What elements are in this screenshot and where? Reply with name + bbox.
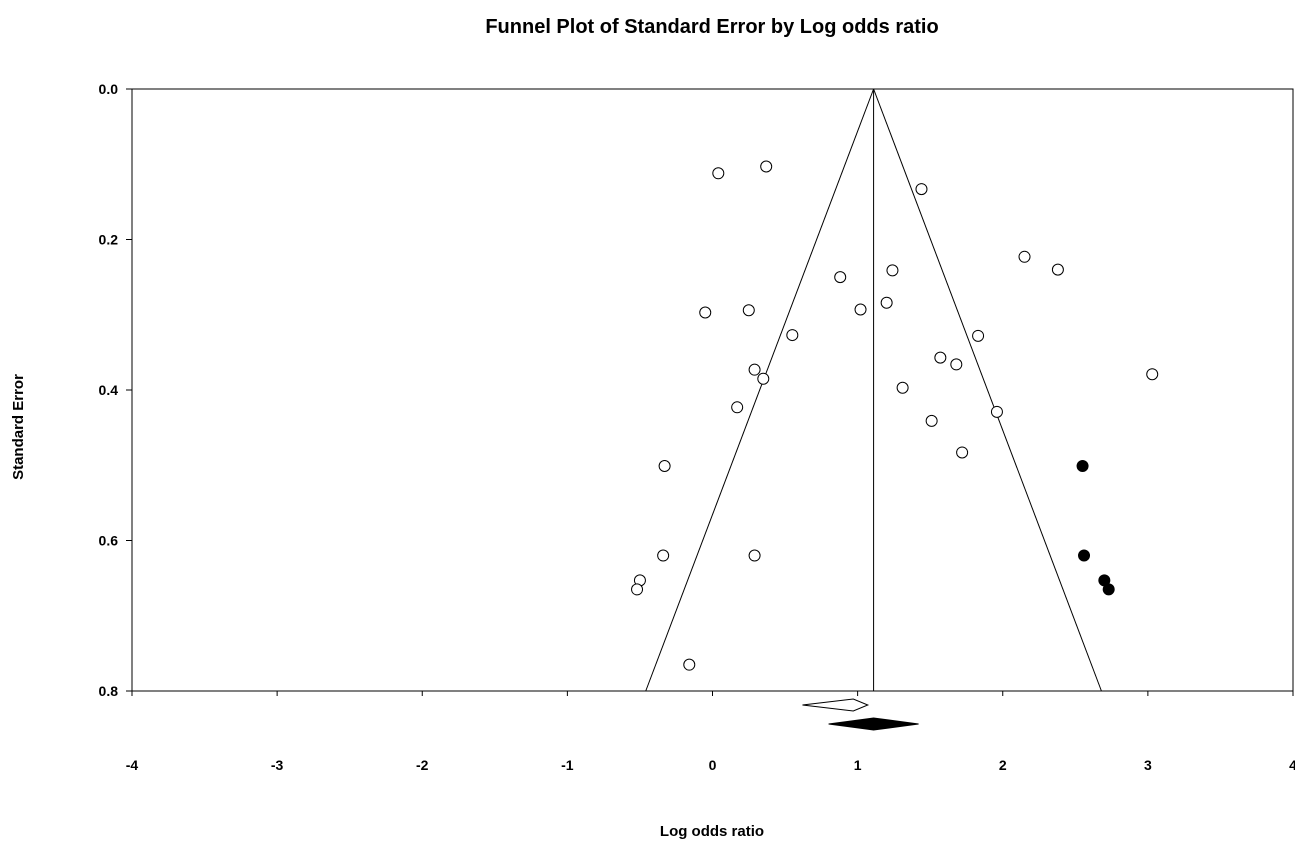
x-tick-label: 2 xyxy=(999,757,1007,773)
observed-study-point xyxy=(956,446,969,459)
observed-study-point xyxy=(760,160,773,173)
x-tick-label: -4 xyxy=(126,757,139,773)
observed-study-point xyxy=(915,183,928,196)
observed-study-point xyxy=(631,583,644,596)
observed-study-point xyxy=(699,306,712,319)
observed-study-point xyxy=(950,358,963,371)
observed-study-point xyxy=(658,460,671,473)
y-axis-label: Standard Error xyxy=(10,374,27,480)
y-tick-label: 0.2 xyxy=(99,232,119,248)
x-axis-label: Log odds ratio xyxy=(660,823,764,840)
y-tick-label: 0.6 xyxy=(99,533,119,549)
observed-study-point xyxy=(786,329,799,342)
observed-study-point xyxy=(886,264,899,277)
funnel-lines xyxy=(645,88,1102,692)
observed-study-point xyxy=(1051,263,1064,276)
observed-study-point xyxy=(990,405,1003,418)
x-tick-label: 1 xyxy=(854,757,862,773)
observed-study-point xyxy=(934,351,947,364)
observed-study-point xyxy=(1018,250,1031,263)
observed-study-point xyxy=(731,401,744,414)
observed-study-point xyxy=(972,329,985,342)
observed-study-point xyxy=(854,303,867,316)
x-tick-label: -2 xyxy=(416,757,429,773)
observed-study-point xyxy=(683,658,696,671)
x-tick-label: 4 xyxy=(1289,757,1295,773)
observed-study-point xyxy=(657,549,670,562)
imputed-study-point xyxy=(1102,583,1115,596)
x-tick-label: 3 xyxy=(1144,757,1152,773)
plot-frame xyxy=(131,88,1294,692)
observed-study-point xyxy=(748,363,761,376)
observed-study-point xyxy=(757,372,770,385)
imputed-study-point xyxy=(1076,460,1089,473)
summary-diamond-adjusted xyxy=(828,717,919,731)
observed-study-point xyxy=(925,414,938,427)
x-tick-label: -1 xyxy=(561,757,574,773)
chart-title: Funnel Plot of Standard Error by Log odd… xyxy=(485,16,938,38)
summary-diamonds xyxy=(802,698,919,731)
observed-study-point xyxy=(742,304,755,317)
y-axis: 0.0 0.2 0.4 0.6 0.8 xyxy=(99,81,132,699)
summary-diamond-observed xyxy=(802,698,870,712)
y-tick-label: 0.4 xyxy=(99,382,119,398)
observed-study-point xyxy=(880,296,893,309)
x-tick-label: -3 xyxy=(271,757,284,773)
observed-study-point xyxy=(1146,368,1159,381)
y-tick-label: 0.8 xyxy=(99,683,119,699)
y-tick-label: 0.0 xyxy=(99,81,119,97)
x-axis: -4 -3 -2 -1 0 1 2 3 4 xyxy=(126,691,1295,773)
observed-study-point xyxy=(834,271,847,284)
funnel-right-limit xyxy=(873,88,1102,692)
imputed-study-point xyxy=(1078,549,1091,562)
observed-study-point xyxy=(712,167,725,180)
study-points xyxy=(631,160,1159,671)
funnel-left-limit xyxy=(645,88,875,692)
observed-study-point xyxy=(896,381,909,394)
observed-study-point xyxy=(748,549,761,562)
x-tick-label: 0 xyxy=(709,757,717,773)
